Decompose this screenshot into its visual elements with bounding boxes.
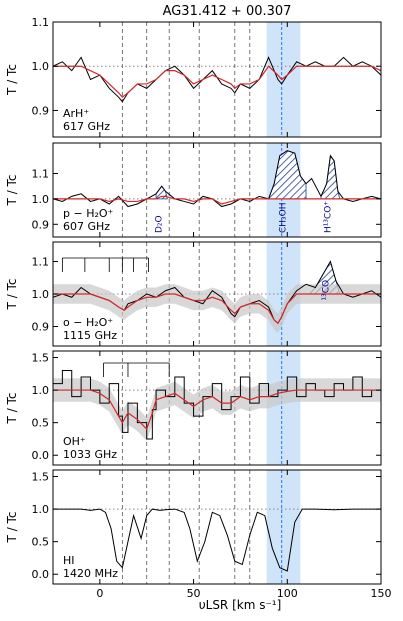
panel-oh2o: ¹³CO 0.9 1.0 1.1 T / Tc o − H₂O⁺1115 GHz (5, 241, 382, 347)
uncertainty-envelope (53, 378, 381, 441)
frequency-label: 1420 MHz (63, 567, 118, 580)
y-tick-label: 1.1 (32, 256, 50, 269)
y-axis-label: T / Tc (5, 512, 19, 544)
x-tick-label: 150 (371, 587, 392, 600)
y-tick-label: 1.0 (32, 384, 50, 397)
emission-feature-hatch (320, 154, 341, 200)
vlsr-band (266, 470, 301, 584)
y-tick-label: 1.0 (32, 503, 50, 516)
y-tick-label: 0.9 (32, 104, 50, 117)
molecule-label: o − H₂O⁺ (63, 316, 113, 329)
panel-arh: 0.9 1.0 1.1 T / Tc ArH⁺617 GHz (5, 16, 382, 138)
y-tick-label: 0.5 (32, 417, 50, 430)
panel-frame (52, 21, 382, 138)
y-axis-label: T / Tc (5, 393, 19, 425)
y-tick-label: 1.1 (32, 16, 50, 29)
molecule-label: HI (63, 554, 75, 567)
spectrum-line (53, 56, 381, 103)
x-tick-label: 100 (277, 587, 298, 600)
panel-frame (52, 469, 382, 585)
chart-title: AG31.412 + 00.307 (163, 4, 292, 19)
annotation-label: D₂O (155, 215, 165, 233)
y-tick-label: 1.5 (32, 352, 50, 365)
vlsr-band (266, 22, 301, 137)
model-line (53, 65, 381, 99)
model-line (53, 293, 381, 325)
vlsr-band (266, 351, 301, 465)
panel-ohp: 0.0 0.5 1.0 1.5 T / Tc OH⁺1033 GHz (5, 350, 382, 466)
annotation-label: ¹³CO (322, 280, 332, 301)
y-tick-label: 1.1 (32, 167, 50, 180)
panels-group: 0.9 1.0 1.1 T / Tc ArH⁺617 GHz D₂O CH₃OH H¹³CO⁺… (5, 16, 392, 600)
frequency-label: 1115 GHz (63, 329, 117, 342)
x-axis-label: υLSR [km s⁻¹] (199, 598, 282, 612)
y-axis-label: T / Tc (5, 175, 19, 207)
frequency-label: 607 GHz (63, 220, 110, 233)
molecule-label: ArH⁺ (63, 107, 89, 120)
spectrum-line (53, 150, 381, 208)
y-tick-label: 0.5 (32, 536, 50, 549)
y-tick-label: 0.9 (32, 218, 50, 231)
y-tick-label: 0.0 (32, 568, 50, 581)
panel-frame (52, 142, 382, 238)
y-axis-label: T / Tc (5, 279, 19, 311)
panel-frame (52, 350, 382, 466)
y-axis-label: T / Tc (5, 64, 19, 96)
panel-ph2o: D₂O CH₃OH H¹³CO⁺ 0.9 1.0 1.1 T / Tc p − H₂O⁺607… (5, 142, 382, 238)
y-tick-label: 0.9 (32, 321, 50, 334)
annotation-label: H¹³CO⁺ (323, 201, 333, 233)
y-tick-label: 1.5 (32, 471, 50, 484)
y-tick-label: 1.0 (32, 193, 50, 206)
frequency-label: 1033 GHz (63, 448, 117, 461)
spectrum-line (53, 508, 381, 572)
frequency-label: 617 GHz (63, 120, 110, 133)
uncertainty-envelope (53, 284, 381, 333)
x-tick-label: 0 (96, 587, 103, 600)
model-line (53, 389, 381, 431)
molecule-label: OH⁺ (63, 435, 86, 448)
y-tick-label: 1.0 (32, 60, 50, 73)
y-tick-label: 0.0 (32, 449, 50, 462)
annotation-label: CH₃OH (278, 202, 288, 233)
y-tick-label: 1.0 (32, 288, 50, 301)
x-tick-label: 50 (187, 587, 201, 600)
molecule-label: p − H₂O⁺ (63, 207, 114, 220)
model-line (53, 195, 381, 205)
